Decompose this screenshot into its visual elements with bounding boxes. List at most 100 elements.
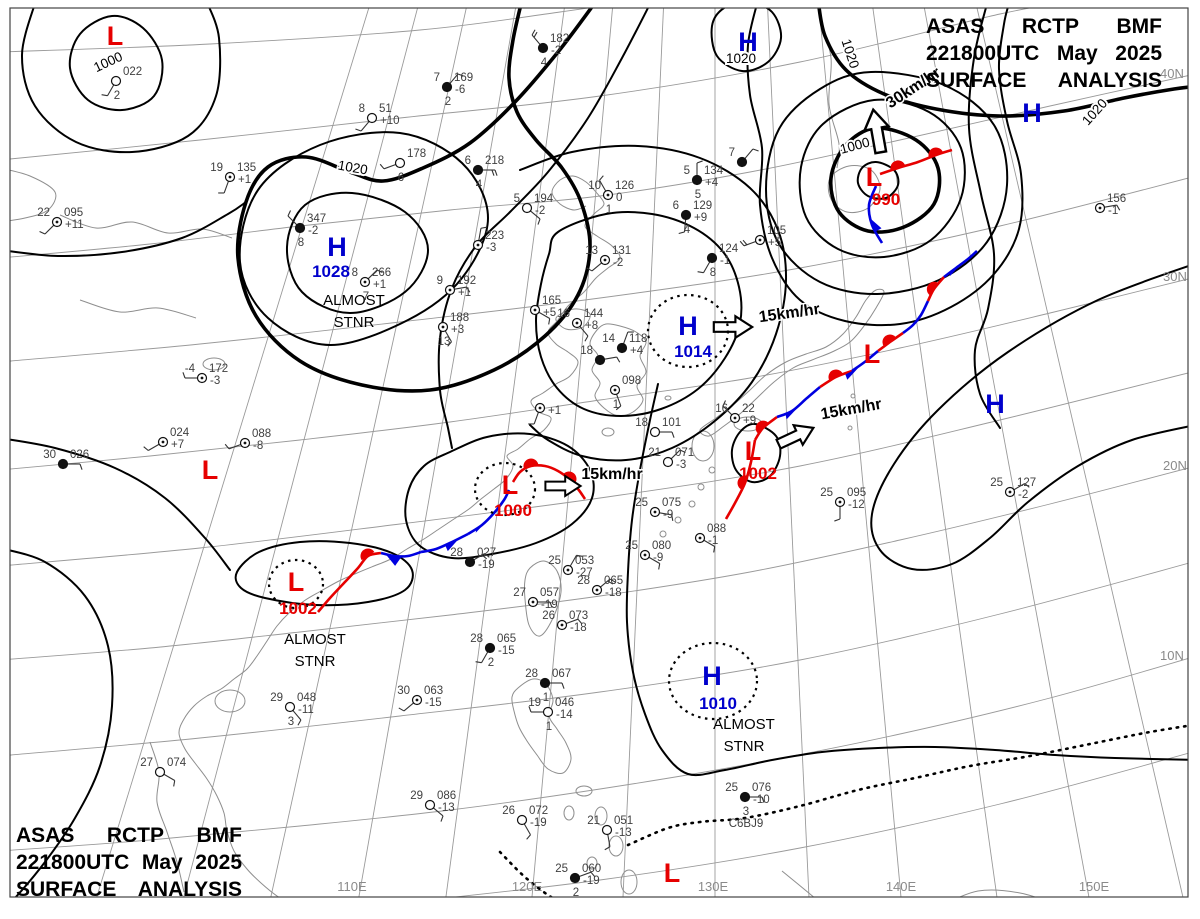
station-pressure: 065 (604, 575, 623, 587)
station-temperature: 6 (673, 200, 679, 212)
wind-barb-tick (834, 518, 841, 522)
station-pressure: 347 (307, 213, 326, 225)
wind-barb-icon (1104, 204, 1117, 208)
station-pressure-change: -1 (720, 255, 730, 267)
high-center-marker: H (678, 311, 698, 341)
station-plot: -4 172-3 (182, 363, 228, 387)
station-temperature: 7 (434, 72, 440, 84)
station-pressure: 026 (70, 449, 89, 461)
wind-barb-icon (722, 405, 733, 416)
wind-barb-tick (457, 73, 464, 77)
station-pressure-change: +5 (768, 237, 781, 249)
center-pressure-value: 1002 (739, 464, 777, 483)
wind-barb-tick (526, 834, 531, 840)
wind-barb-tick (480, 226, 487, 229)
station-pressure-change: -1 (1108, 205, 1118, 217)
meridian-line (818, 8, 902, 897)
station-symbol-dot (603, 258, 607, 262)
almost-stationary-circle (667, 641, 759, 721)
station-pressure-change: -19 (541, 599, 558, 611)
almost-stationary-circle (267, 558, 325, 610)
station-temperature: 30 (43, 449, 56, 461)
wind-barb-icon (223, 181, 229, 194)
wind-barb-icon (623, 331, 629, 344)
wind-barb-icon (403, 702, 414, 712)
wind-barb-tick (752, 148, 759, 152)
wind-barb-tick (1116, 204, 1121, 211)
station-pressure-change: -9 (663, 509, 673, 521)
station-pressure-change: +1 (373, 279, 386, 291)
wind-barb-icon (566, 618, 579, 624)
cold-front-symbol (785, 407, 799, 420)
station-plot: +1 (528, 402, 561, 425)
parallel-line (10, 177, 1188, 362)
station-pressure-change: +1 (548, 405, 561, 417)
station-pressure: 088 (707, 523, 726, 535)
station-symbol-dot (733, 416, 737, 420)
coastline (10, 169, 57, 222)
warm-front-symbol (882, 334, 897, 347)
isobar (817, 8, 1188, 118)
station-pressure-change: -19 (478, 559, 495, 571)
stationary-front-segment (943, 250, 978, 279)
isobar (534, 211, 743, 418)
wind-barb-tick (398, 707, 405, 712)
cold-front-symbol (869, 217, 882, 233)
station-plot: 25 095-12 (820, 487, 866, 522)
station-temperature: 10 (588, 180, 601, 192)
station-extra-value: 7 (363, 291, 369, 303)
station-pressure: 101 (662, 417, 681, 429)
station-symbol-dot (758, 238, 762, 242)
station-symbol-icon (110, 75, 122, 87)
cold-front (867, 185, 884, 244)
title-word: RCTP (1021, 15, 1080, 38)
island (847, 425, 853, 431)
station-symbol-dot (243, 441, 247, 445)
station-pressure: 076 (752, 782, 771, 794)
station-pressure: 182 (550, 33, 569, 45)
longitude-label: 140E (886, 879, 917, 894)
wind-barb-icon (703, 261, 711, 273)
station-pressure: 027 (477, 547, 496, 559)
station-plot: 124-1 8 (697, 243, 739, 279)
low-center-marker: L (664, 858, 681, 888)
coastline (555, 308, 591, 331)
station-plot: 21 051-13 (587, 815, 633, 851)
station-pressure: 169 (454, 72, 473, 84)
low-center-marker: L (745, 436, 762, 466)
station-extra-value: 2 (573, 887, 579, 899)
title-line-product: ASAS RCTP BMF (16, 822, 242, 849)
parallel-line (10, 278, 1188, 470)
island (708, 466, 716, 474)
station-pressure: 080 (652, 540, 671, 552)
cold-front-symbol (950, 263, 962, 276)
almost-stationary-circle (473, 461, 537, 517)
wind-barb-tick (481, 554, 488, 560)
station-symbol-icon (441, 81, 453, 93)
station-pressure-change: -2 (308, 225, 318, 237)
latitude-label: 30N (1163, 269, 1187, 284)
center-motion-text: ALMOST (713, 716, 775, 733)
coastline (958, 889, 1037, 897)
isobar-value-label: 1020 (337, 158, 369, 178)
station-plot: 30 026 (43, 449, 89, 470)
wind-barb-tick (297, 719, 302, 726)
wind-barb-icon (481, 651, 489, 663)
center-pressure-value: 1010 (699, 694, 737, 713)
wind-barb-tick (182, 372, 186, 379)
wind-barb-icon (44, 224, 55, 235)
wind-barb-icon (648, 556, 660, 564)
cold-front-symbol (475, 520, 488, 533)
wind-barb-tick (287, 210, 292, 217)
station-symbol-dot (575, 321, 579, 325)
wind-barb-icon (360, 121, 370, 132)
station-pressure-change: -27 (576, 567, 593, 579)
station-pressure: 095 (64, 207, 83, 219)
station-extra-value: 4 (541, 57, 548, 69)
station-extra-value: 1 (546, 721, 552, 733)
station-plot: 27 074 (140, 757, 187, 787)
wind-barb-icon (538, 311, 550, 319)
movement-arrow-icon (775, 423, 816, 450)
wind-barb-tick (143, 446, 149, 451)
